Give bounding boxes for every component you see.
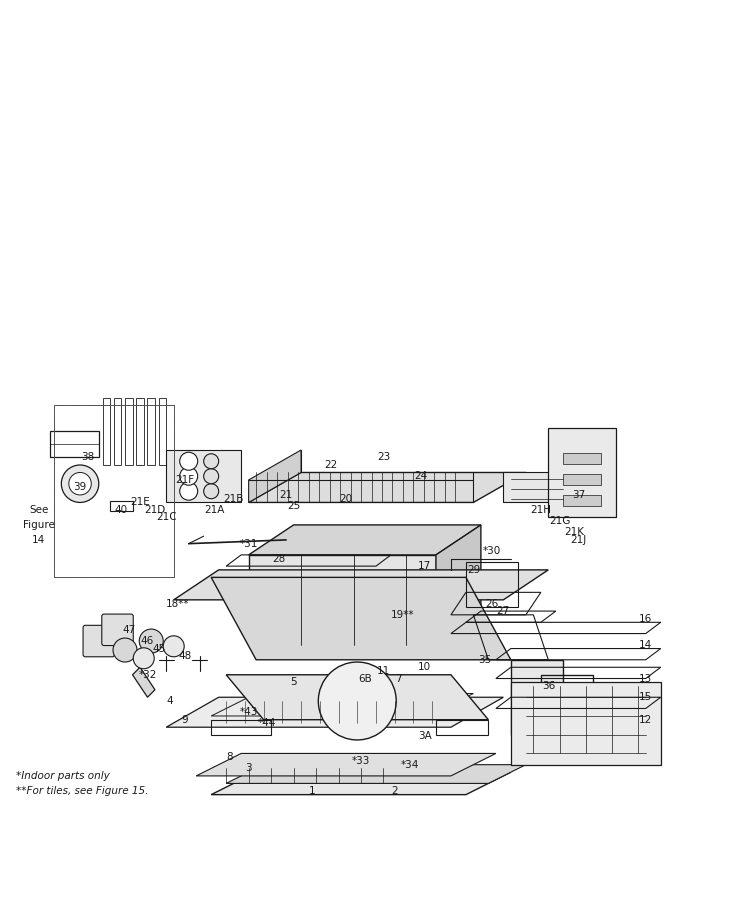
Text: 10: 10 — [418, 662, 431, 672]
Text: 46: 46 — [141, 636, 154, 646]
Polygon shape — [174, 570, 548, 599]
Circle shape — [204, 469, 219, 483]
Text: 37: 37 — [572, 490, 585, 500]
Polygon shape — [132, 667, 155, 698]
Text: 22: 22 — [324, 460, 338, 470]
Text: *33: *33 — [352, 756, 370, 766]
Circle shape — [180, 452, 198, 470]
Text: 48: 48 — [178, 651, 192, 661]
Text: 25: 25 — [287, 501, 300, 511]
Text: 21: 21 — [280, 490, 293, 500]
Circle shape — [318, 662, 396, 740]
Polygon shape — [563, 474, 601, 485]
Polygon shape — [503, 472, 571, 502]
Text: 23: 23 — [377, 453, 390, 463]
FancyBboxPatch shape — [83, 626, 114, 657]
Text: 8: 8 — [226, 752, 233, 762]
Polygon shape — [436, 525, 481, 644]
Text: 3A: 3A — [418, 731, 432, 742]
Circle shape — [133, 648, 154, 669]
Text: 11: 11 — [377, 666, 390, 676]
Circle shape — [113, 638, 137, 662]
Text: 14: 14 — [32, 535, 45, 544]
Polygon shape — [226, 765, 526, 783]
Text: 26: 26 — [486, 598, 499, 608]
Circle shape — [204, 483, 219, 499]
Text: 17: 17 — [418, 561, 432, 572]
Text: 35: 35 — [478, 655, 491, 665]
Text: 2: 2 — [392, 786, 398, 796]
Polygon shape — [226, 675, 488, 720]
Text: See: See — [29, 505, 49, 515]
Text: 21F: 21F — [175, 475, 195, 485]
Text: **For tiles, see Figure 15.: **For tiles, see Figure 15. — [17, 786, 149, 796]
Text: 7: 7 — [395, 673, 402, 683]
Polygon shape — [196, 753, 496, 776]
Text: 36: 36 — [541, 681, 555, 691]
Polygon shape — [249, 555, 436, 644]
Text: *32: *32 — [138, 670, 156, 680]
Polygon shape — [211, 772, 511, 795]
Text: *34: *34 — [401, 760, 419, 770]
Text: 27: 27 — [497, 606, 510, 616]
Polygon shape — [563, 495, 601, 506]
Polygon shape — [249, 472, 526, 502]
Polygon shape — [511, 660, 563, 734]
Text: 29: 29 — [467, 565, 480, 575]
Polygon shape — [563, 453, 601, 464]
Text: 21E: 21E — [130, 498, 150, 508]
Text: 21G: 21G — [549, 517, 570, 526]
Text: 6B: 6B — [358, 673, 371, 683]
FancyBboxPatch shape — [102, 614, 133, 645]
Text: 21B: 21B — [223, 494, 244, 504]
Polygon shape — [249, 450, 301, 502]
Text: 39: 39 — [74, 482, 86, 492]
Text: 5: 5 — [290, 678, 297, 688]
Circle shape — [180, 482, 198, 500]
Text: 1: 1 — [309, 786, 316, 796]
Text: 47: 47 — [122, 625, 135, 634]
Text: *43: *43 — [239, 707, 258, 717]
Text: 9: 9 — [182, 715, 188, 724]
Text: 21K: 21K — [565, 527, 584, 537]
Circle shape — [180, 467, 198, 485]
Text: 21C: 21C — [156, 512, 177, 522]
Circle shape — [204, 454, 219, 469]
Text: 40: 40 — [115, 505, 128, 515]
Text: *44: *44 — [258, 718, 277, 728]
Text: 28: 28 — [272, 554, 285, 563]
Polygon shape — [166, 450, 241, 502]
Circle shape — [69, 472, 91, 495]
Text: *30: *30 — [483, 546, 502, 556]
Text: 3: 3 — [245, 763, 252, 773]
Text: *31: *31 — [239, 539, 258, 549]
Polygon shape — [548, 428, 616, 518]
Text: 21A: 21A — [205, 505, 225, 515]
Text: 24: 24 — [414, 472, 428, 482]
Polygon shape — [166, 698, 503, 727]
Text: 13: 13 — [639, 673, 652, 683]
Text: 20: 20 — [339, 494, 353, 504]
Text: 21J: 21J — [570, 535, 587, 544]
Text: 18**: 18** — [165, 598, 190, 608]
Text: 19**: 19** — [390, 610, 414, 620]
Text: 4: 4 — [167, 696, 173, 706]
Text: 21H: 21H — [530, 505, 551, 515]
Polygon shape — [511, 682, 661, 765]
Circle shape — [163, 635, 184, 657]
Text: Figure: Figure — [23, 520, 55, 530]
Text: 21D: 21D — [144, 505, 165, 515]
Circle shape — [62, 465, 99, 502]
Text: 12: 12 — [639, 715, 652, 724]
Text: 15: 15 — [639, 692, 652, 702]
Text: 38: 38 — [81, 453, 94, 463]
Text: 16: 16 — [639, 614, 652, 624]
Polygon shape — [211, 578, 511, 660]
Text: 14: 14 — [639, 640, 652, 650]
Text: *Indoor parts only: *Indoor parts only — [17, 771, 110, 781]
Polygon shape — [249, 525, 481, 555]
Text: 45: 45 — [152, 644, 165, 653]
Circle shape — [139, 629, 163, 653]
